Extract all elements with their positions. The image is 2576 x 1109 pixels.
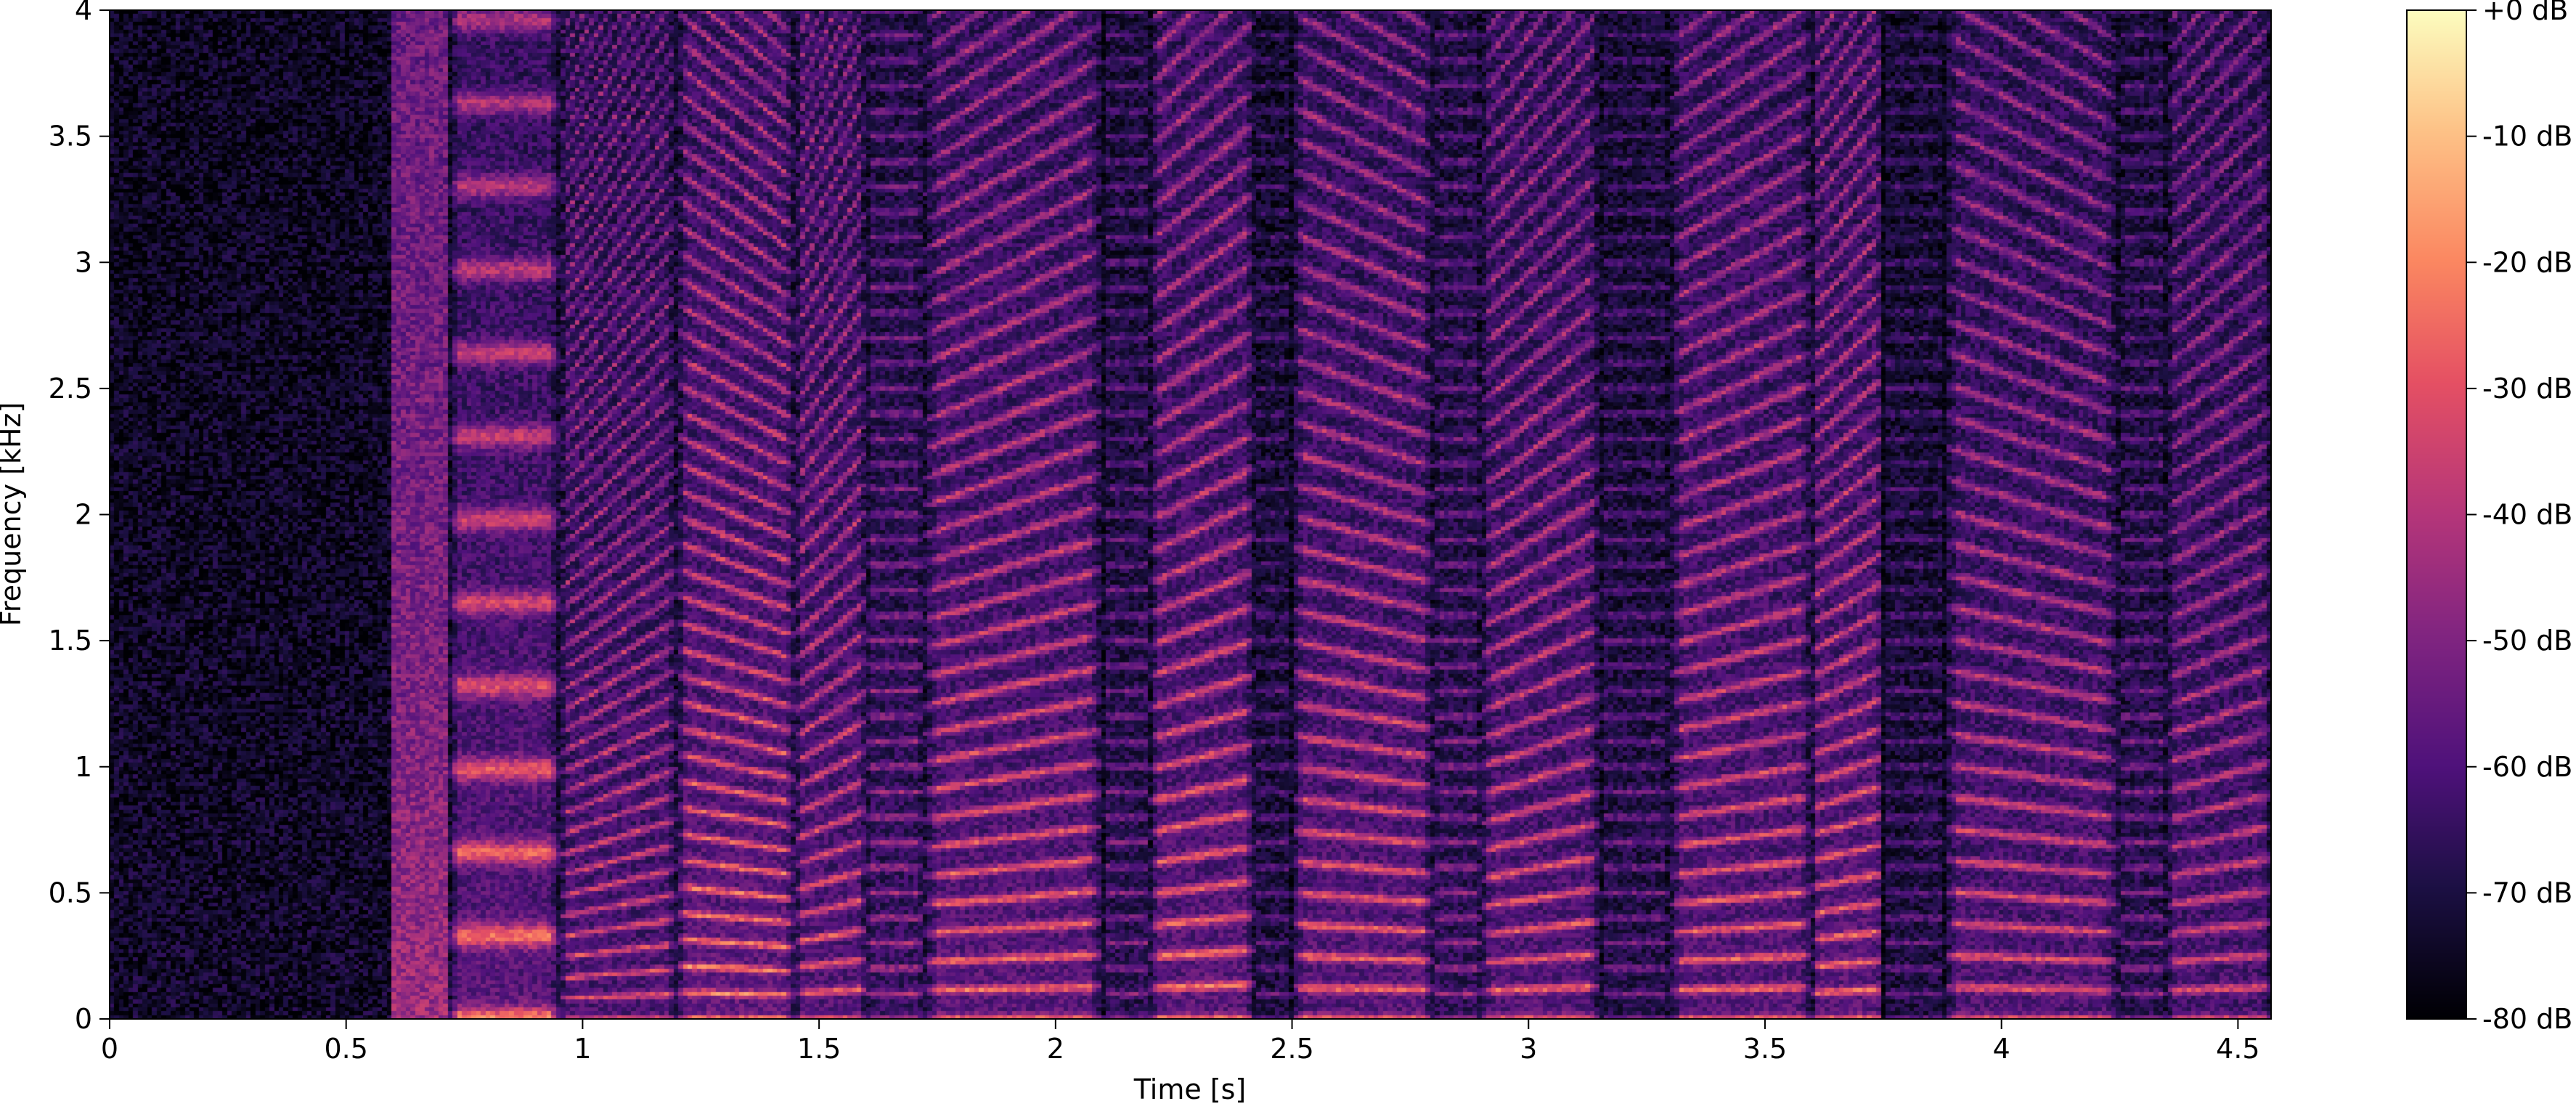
y-axis-label: Frequency [kHz] (0, 402, 27, 627)
colorbar-tick-label: -20 dB (2482, 246, 2572, 278)
colorbar-tick-label: -10 dB (2482, 121, 2572, 153)
y-tick-label: 1 (75, 751, 92, 783)
y-axis: 0 0.5 1 1.5 2 2.5 3 3.5 4 (49, 0, 110, 1035)
y-tick-label: 0.5 (49, 877, 92, 909)
colorbar-axis: +0 dB -10 dB -20 dB -30 dB -40 dB -50 dB -60 d… (2466, 0, 2572, 1035)
x-tick-label: 4 (1993, 1033, 2010, 1065)
colorbar-gradient (2407, 10, 2466, 1019)
x-tick-label: 1.5 (797, 1033, 841, 1065)
colorbar-frame (2406, 9, 2467, 1020)
colorbar-tick-label: -70 dB (2482, 877, 2572, 909)
colorbar-tick-label: -30 dB (2482, 373, 2572, 405)
x-axis-label: Time [s] (1133, 1073, 1247, 1105)
x-tick-label: 3 (1520, 1033, 1537, 1065)
x-tick-label: 4.5 (2216, 1033, 2259, 1065)
x-tick-label: 0.5 (324, 1033, 367, 1065)
y-tick-label: 2.5 (49, 373, 92, 405)
y-tick-label: 0 (75, 1003, 92, 1035)
colorbar-tick-label: +0 dB (2482, 0, 2568, 26)
x-tick-label: 3.5 (1743, 1033, 1787, 1065)
y-tick-label: 2 (75, 499, 92, 531)
colorbar-tick-label: -50 dB (2482, 625, 2572, 657)
y-tick-label: 4 (75, 0, 92, 26)
x-tick-label: 2.5 (1270, 1033, 1313, 1065)
plot-frame (109, 9, 2272, 1020)
x-tick-label: 0 (101, 1033, 118, 1065)
colorbar-tick-label: -60 dB (2482, 751, 2572, 783)
y-tick-label: 3 (75, 246, 92, 278)
x-tick-label: 1 (574, 1033, 591, 1065)
y-tick-label: 3.5 (49, 121, 92, 153)
y-tick-label: 1.5 (49, 625, 92, 657)
x-axis: 0 0.5 1 1.5 2 2.5 3 3.5 4 4.5 (101, 1019, 2260, 1065)
spectrogram-image (110, 10, 2271, 1019)
x-tick-label: 2 (1047, 1033, 1064, 1065)
colorbar-tick-label: -80 dB (2482, 1003, 2572, 1035)
colorbar-tick-label: -40 dB (2482, 499, 2572, 531)
